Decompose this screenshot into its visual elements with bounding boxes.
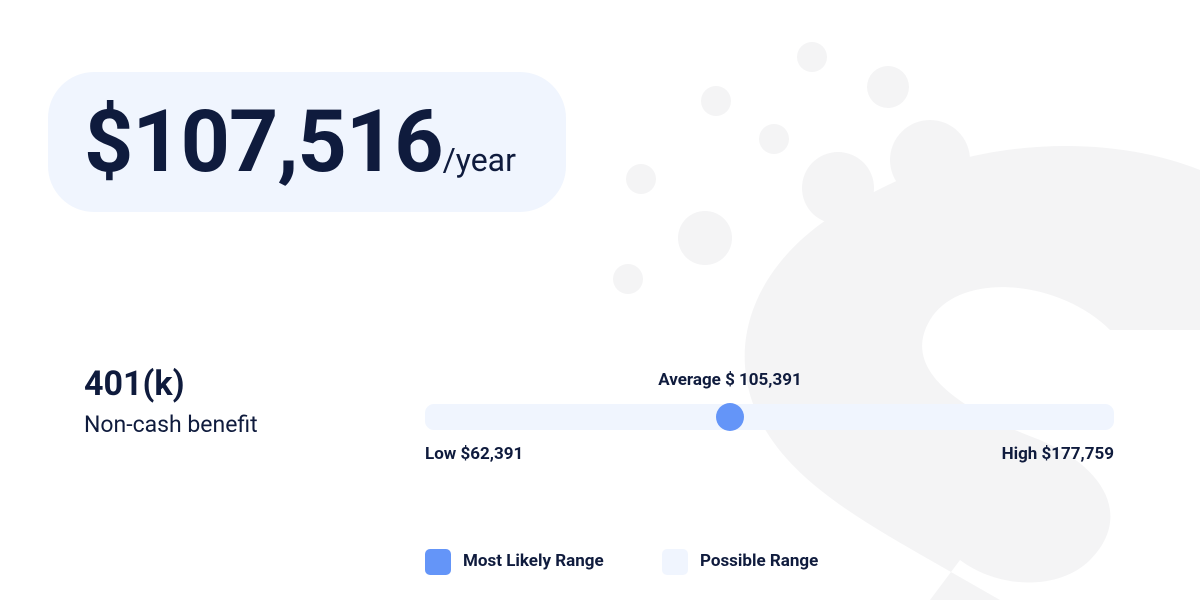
average-marker [716, 403, 744, 431]
legend-swatch [425, 549, 451, 575]
benefit-subtitle: Non-cash benefit [84, 411, 258, 438]
low-label: Low $62,391 [425, 444, 524, 464]
legend-swatch [662, 549, 688, 575]
high-label: High $177,759 [1001, 444, 1114, 464]
average-label: Average $ 105,391 [658, 370, 802, 390]
salary-box [48, 72, 566, 212]
unit: /year [442, 141, 516, 179]
amount: $107,516 [84, 91, 444, 192]
legend-label: Possible Range [700, 551, 819, 571]
benefit-title: 401(k) [84, 364, 185, 404]
legend-label: Most Likely Range [463, 551, 604, 571]
range-track [425, 404, 1114, 430]
salary-amount: $107,516/year [84, 92, 516, 210]
